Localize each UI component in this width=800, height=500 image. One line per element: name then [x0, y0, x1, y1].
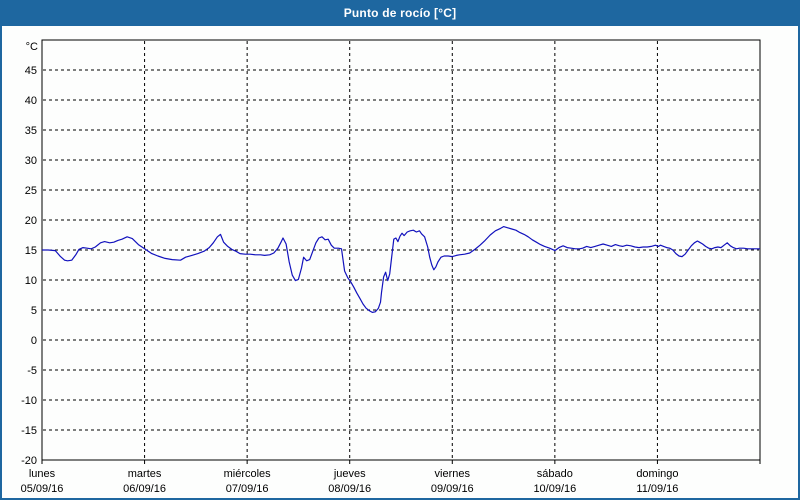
- window-title: Punto de rocío [°C]: [343, 6, 457, 20]
- chart-content: [2, 26, 798, 498]
- titlebar: Punto de rocío [°C]: [0, 0, 800, 26]
